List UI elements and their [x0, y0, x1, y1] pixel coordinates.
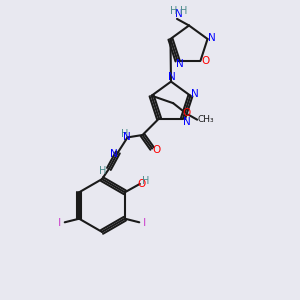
Text: I: I	[58, 218, 62, 229]
Text: CH₃: CH₃	[197, 115, 214, 124]
Text: O: O	[137, 179, 146, 189]
Text: H: H	[121, 129, 128, 139]
Text: I: I	[142, 218, 146, 229]
Text: N: N	[168, 72, 176, 82]
Text: O: O	[202, 56, 210, 66]
Text: O: O	[182, 108, 190, 118]
Text: N: N	[175, 9, 183, 20]
Text: N: N	[110, 149, 118, 159]
Text: H: H	[142, 176, 150, 186]
Text: N: N	[191, 89, 199, 99]
Text: H: H	[99, 166, 106, 176]
Text: N: N	[176, 59, 184, 69]
Text: N: N	[208, 33, 216, 43]
Text: N: N	[183, 116, 190, 127]
Text: H: H	[170, 5, 178, 16]
Text: H: H	[180, 5, 188, 16]
Text: N: N	[123, 132, 131, 142]
Text: O: O	[152, 145, 160, 155]
